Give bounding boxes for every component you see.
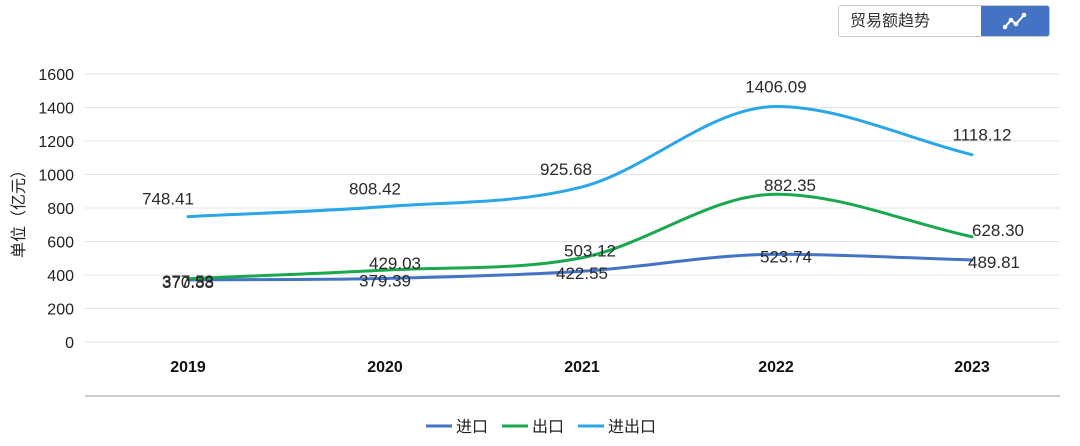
y-tick-label: 1200 bbox=[38, 134, 74, 151]
y-tick-label: 200 bbox=[47, 302, 74, 319]
data-label: 503.12 bbox=[564, 242, 616, 261]
data-label: 1118.12 bbox=[953, 126, 1012, 145]
legend-item-label: 出口 bbox=[532, 417, 564, 436]
data-labels: 370.88 379.39 422.55 523.74 489.81 377.53 429.… bbox=[142, 77, 1024, 291]
data-label: 429.03 bbox=[369, 254, 421, 273]
data-label: 377.53 bbox=[162, 272, 214, 291]
y-tick-label: 0 bbox=[65, 335, 74, 352]
series-line-1 bbox=[186, 192, 974, 281]
y-tick-label: 400 bbox=[47, 268, 74, 285]
legend-item-label: 进口 bbox=[456, 417, 488, 436]
x-tick-label: 2023 bbox=[954, 359, 990, 376]
gridlines bbox=[85, 73, 1060, 343]
y-tick-label: 600 bbox=[47, 235, 74, 252]
y-axis-label: 单位（亿元） bbox=[9, 162, 28, 258]
y-tick-label: 800 bbox=[47, 201, 74, 218]
data-label: 882.35 bbox=[764, 176, 816, 195]
x-tick-label: 2020 bbox=[367, 359, 403, 376]
line-chart-button[interactable] bbox=[981, 6, 1049, 36]
series-line-2 bbox=[186, 104, 974, 219]
data-label: 370.88 bbox=[162, 273, 214, 292]
legend-item-label: 进出口 bbox=[608, 417, 656, 436]
chart-toolbar: 贸易额趋势 bbox=[838, 5, 1050, 37]
data-label: 748.41 bbox=[142, 190, 194, 209]
series-line-0 bbox=[186, 252, 974, 282]
data-label: 628.30 bbox=[972, 221, 1024, 240]
data-label: 422.55 bbox=[556, 264, 608, 283]
x-tick-label: 2021 bbox=[564, 359, 600, 376]
data-label: 379.39 bbox=[359, 271, 411, 290]
data-label: 523.74 bbox=[760, 247, 812, 266]
x-axis-ticks: 2019 2020 2021 2022 2023 bbox=[170, 359, 990, 376]
line-chart-icon bbox=[1003, 12, 1027, 30]
x-tick-label: 2022 bbox=[758, 359, 794, 376]
data-label: 489.81 bbox=[968, 253, 1020, 272]
series-lines bbox=[186, 104, 974, 282]
trade-trend-label: 贸易额趋势 bbox=[850, 11, 931, 30]
x-tick-label: 2019 bbox=[170, 359, 206, 376]
data-label: 808.42 bbox=[349, 180, 401, 199]
y-axis-ticks: 0 200 400 600 800 1000 1200 1400 1600 bbox=[38, 67, 74, 352]
data-label: 1406.09 bbox=[745, 77, 806, 96]
y-tick-label: 1000 bbox=[38, 168, 74, 185]
y-tick-label: 1400 bbox=[38, 101, 74, 118]
y-tick-label: 1600 bbox=[38, 67, 74, 84]
data-label: 925.68 bbox=[540, 160, 592, 179]
legend: 进口 出口 进出口 bbox=[426, 417, 656, 436]
